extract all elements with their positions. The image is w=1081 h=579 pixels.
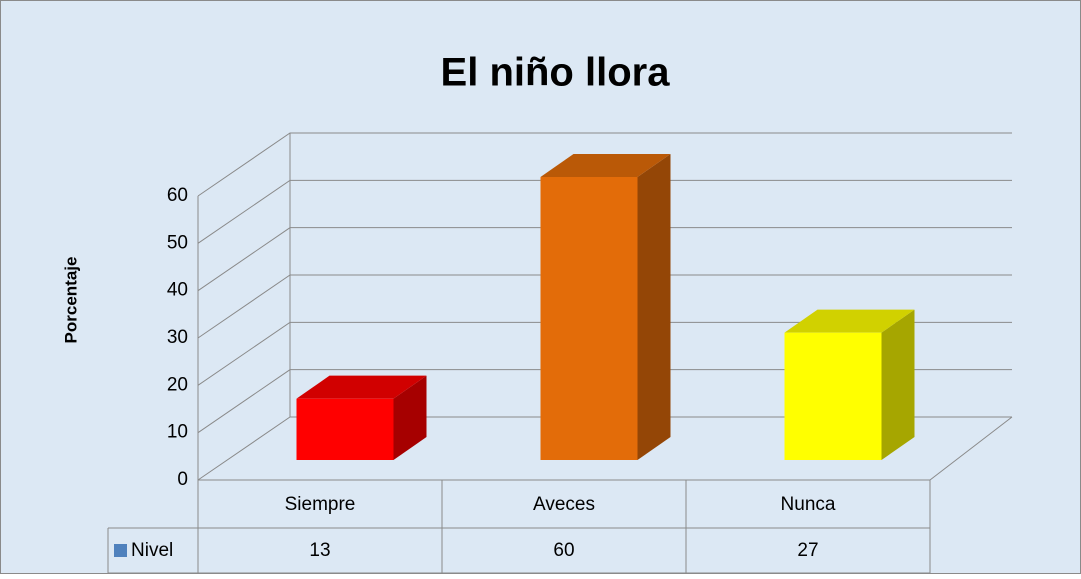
y-axis-label: Porcentaje — [61, 257, 80, 344]
floor-edge — [929, 416, 1013, 481]
grid-line — [197, 416, 1012, 481]
bar — [784, 332, 882, 460]
y-tick-label: 60 — [167, 185, 188, 206]
x-tick-label: Siempre — [285, 494, 356, 515]
bar-top — [784, 309, 915, 333]
grid-line — [197, 321, 1012, 386]
bar-top — [540, 154, 671, 177]
bar-top — [296, 375, 427, 399]
table-value: 27 — [797, 540, 818, 561]
y-tick-label: 50 — [167, 232, 188, 253]
bar-side — [637, 154, 671, 460]
y-tick-label: 40 — [167, 280, 188, 301]
bar-side — [393, 375, 427, 460]
legend-swatch — [114, 544, 127, 557]
table-value: 60 — [553, 540, 574, 561]
bar — [296, 398, 394, 460]
grid-line — [197, 132, 1012, 197]
y-tick-label: 20 — [167, 374, 188, 395]
bar — [540, 177, 638, 460]
grid-line — [197, 369, 1012, 434]
y-tick-label: 30 — [167, 327, 188, 348]
x-tick-label: Nunca — [781, 494, 836, 515]
grid-line — [197, 179, 1012, 244]
table-value: 13 — [309, 540, 330, 561]
grid-line — [197, 227, 1012, 292]
y-tick-label: 10 — [167, 422, 188, 443]
chart-title: El niño llora — [441, 51, 671, 95]
legend-label: Nivel — [131, 540, 173, 561]
grid-line — [197, 274, 1012, 339]
y-tick-label: 0 — [177, 469, 188, 490]
x-tick-label: Aveces — [533, 494, 595, 515]
bar-side — [881, 309, 915, 460]
